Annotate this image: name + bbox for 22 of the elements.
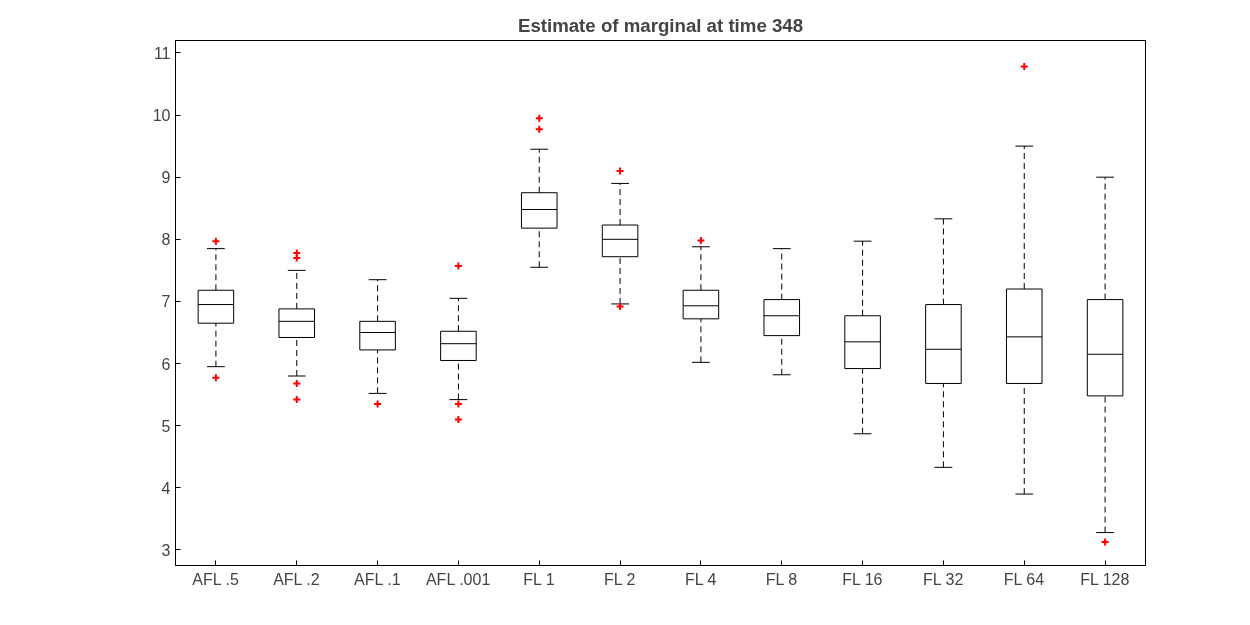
y-tick-label: 4 bbox=[161, 479, 171, 497]
x-tick-label: AFL .2 bbox=[273, 570, 320, 588]
y-tick-label: 7 bbox=[161, 293, 171, 311]
x-tick-label: FL 8 bbox=[765, 570, 798, 588]
x-tick-label: AFL .1 bbox=[354, 570, 401, 588]
y-tick-label: 8 bbox=[161, 231, 171, 249]
x-tick-label: AFL .5 bbox=[192, 570, 239, 588]
x-tick-label: FL 2 bbox=[604, 570, 636, 588]
x-tick-label: FL 1 bbox=[523, 570, 555, 588]
x-tick-label: FL 4 bbox=[684, 570, 717, 588]
x-tick-label: FL 16 bbox=[842, 570, 883, 588]
y-tick-label: 3 bbox=[161, 541, 171, 559]
y-tick-label: 6 bbox=[161, 355, 171, 373]
x-tick-label: FL 64 bbox=[1003, 570, 1045, 588]
chart-title: Estimate of marginal at time 348 bbox=[517, 14, 804, 36]
y-tick-label: 11 bbox=[153, 44, 171, 62]
y-tick-label: 9 bbox=[161, 169, 171, 187]
y-tick-label: 10 bbox=[152, 107, 171, 125]
x-tick-label: AFL .001 bbox=[425, 570, 491, 588]
x-tick-label: FL 32 bbox=[922, 570, 964, 588]
x-tick-label: FL 128 bbox=[1080, 570, 1130, 588]
y-tick-label: 5 bbox=[161, 417, 171, 435]
